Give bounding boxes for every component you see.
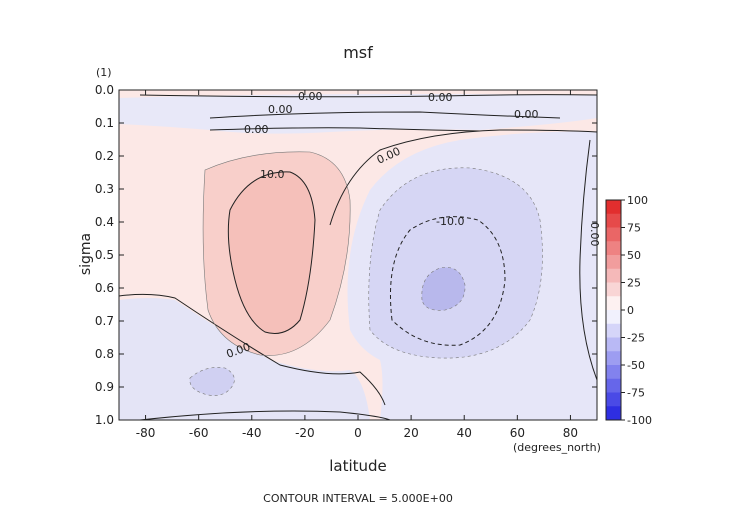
y-tick-label: 0.9 bbox=[95, 380, 114, 394]
negative-cell-right-mid bbox=[368, 167, 543, 359]
x-tick-label: 80 bbox=[563, 426, 578, 440]
colorbar-segment bbox=[606, 392, 621, 407]
contour-interval-footer: CONTOUR INTERVAL = 5.000E+00 bbox=[263, 492, 453, 505]
contour-zero-mid bbox=[209, 127, 481, 132]
y-tick-label: 0.0 bbox=[95, 83, 114, 97]
colorbar-segment bbox=[606, 323, 621, 338]
colorbar-segment bbox=[606, 406, 621, 421]
contour-zero-upper bbox=[209, 111, 561, 119]
x-tick-label: -20 bbox=[295, 426, 315, 440]
contour-lines bbox=[119, 94, 597, 420]
colorbar-tick-label: -100 bbox=[627, 414, 652, 427]
contour-zero-top bbox=[139, 94, 597, 98]
colorbar-segment bbox=[606, 351, 621, 366]
colorbar-segment bbox=[606, 227, 621, 242]
contour-negative-15 bbox=[421, 267, 466, 311]
y-tick-label: 0.2 bbox=[95, 149, 114, 163]
colorbar-segment bbox=[606, 268, 621, 283]
y-tick-label: 0.8 bbox=[95, 347, 114, 361]
contour-label: 0.00 bbox=[514, 108, 539, 121]
y-tick-label: 0.5 bbox=[95, 248, 114, 262]
x-tick-label: 60 bbox=[510, 426, 525, 440]
y-tick-label: 0.1 bbox=[95, 116, 114, 130]
colorbar-segment bbox=[606, 365, 621, 380]
y-tick-label: 0.3 bbox=[95, 182, 114, 196]
x-tick-label: 0 bbox=[354, 426, 362, 440]
y-axis: 0.0 0.1 0.2 0.3 0.4 0.5 0.6 0.7 0.8 0.9 1.0 bbox=[95, 83, 597, 427]
colorbar-tick-label: 100 bbox=[627, 194, 648, 207]
negative-region-lower-left bbox=[119, 298, 370, 420]
colorbar-segment bbox=[606, 200, 621, 215]
colorbar-tick-label: -25 bbox=[627, 332, 645, 345]
y-tick-label: 0.7 bbox=[95, 314, 114, 328]
contour-label: 0.00 bbox=[268, 103, 293, 116]
contour-label: 0.00 bbox=[588, 222, 601, 247]
colorbar-segment bbox=[606, 213, 621, 228]
y-unit-note: (1) bbox=[96, 66, 112, 79]
x-axis-label: latitude bbox=[329, 457, 387, 475]
colorbar-segment bbox=[606, 310, 621, 325]
contour-negative-10 bbox=[389, 216, 506, 346]
contour-zero-right bbox=[329, 129, 597, 226]
contour-label: 10.0 bbox=[260, 168, 285, 181]
colorbar-tick-label: 50 bbox=[627, 249, 641, 262]
negative-cell-right-core bbox=[421, 267, 466, 311]
positive-cell-left-core bbox=[228, 171, 315, 334]
colorbar-segment bbox=[606, 282, 621, 297]
x-unit-note: (degrees_north) bbox=[513, 441, 601, 454]
negative-band-top bbox=[119, 94, 597, 134]
x-tick-label: -60 bbox=[189, 426, 209, 440]
chart-title: msf bbox=[343, 43, 373, 62]
contour-zero-bottom bbox=[139, 410, 391, 420]
contour-label: -10.0 bbox=[436, 215, 464, 228]
contour-zero-right-edge bbox=[579, 139, 597, 381]
x-tick-label: -80 bbox=[136, 426, 156, 440]
colorbar-tick-label: 0 bbox=[627, 304, 634, 317]
colorbar-segment bbox=[606, 241, 621, 256]
colorbar-tick-label: -75 bbox=[627, 387, 645, 400]
colorbar-segment bbox=[606, 296, 621, 311]
x-tick-label: 20 bbox=[403, 426, 418, 440]
colorbar: 100 75 50 25 0 -25 -50 -75 -100 bbox=[605, 194, 652, 427]
contour-label: 0.00 bbox=[244, 123, 269, 136]
colorbar-tick-label: -50 bbox=[627, 359, 645, 372]
negative-bubble-small bbox=[189, 367, 235, 396]
colorbar-segment bbox=[606, 337, 621, 352]
colorbar-tick-label: 25 bbox=[627, 277, 641, 290]
colorbar-segment bbox=[606, 378, 621, 393]
x-axis: -80 -60 -40 -20 0 20 40 60 80 bbox=[136, 90, 578, 440]
contour-label: 0.00 bbox=[298, 90, 323, 103]
contour-positive-10 bbox=[227, 171, 316, 334]
x-tick-label: -40 bbox=[242, 426, 262, 440]
y-tick-label: 0.4 bbox=[95, 215, 114, 229]
contour-negative-5-small bbox=[189, 367, 235, 396]
colorbar-segment bbox=[606, 255, 621, 270]
y-tick-label: 0.6 bbox=[95, 281, 114, 295]
contour-label: 0.00 bbox=[428, 91, 453, 104]
x-tick-label: 40 bbox=[457, 426, 472, 440]
contour-positive-5 bbox=[202, 151, 351, 356]
y-tick-label: 1.0 bbox=[95, 413, 114, 427]
colorbar-tick-label: 75 bbox=[627, 222, 641, 235]
plot-area bbox=[119, 90, 597, 420]
contour-zero-lower bbox=[119, 293, 386, 406]
y-axis-label: sigma bbox=[78, 233, 94, 275]
